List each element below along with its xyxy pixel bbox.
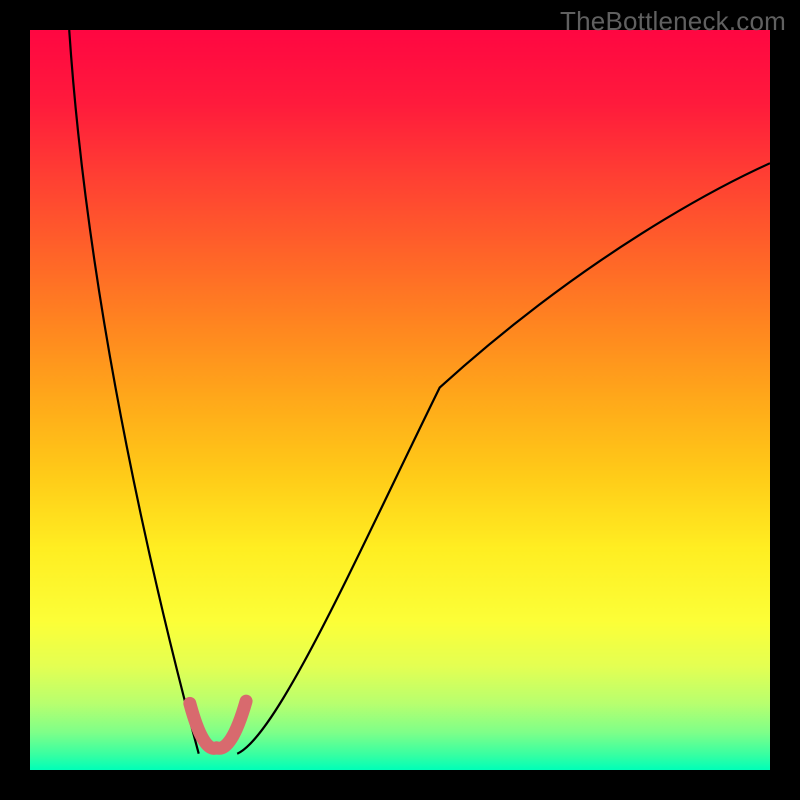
- curve-right-branch: [237, 163, 770, 754]
- chart-curve-layer: [30, 30, 770, 770]
- chart-plot-area: [30, 30, 770, 770]
- curve-left-branch: [69, 30, 199, 754]
- watermark-text: TheBottleneck.com: [560, 6, 786, 37]
- trough-marker: [190, 701, 246, 748]
